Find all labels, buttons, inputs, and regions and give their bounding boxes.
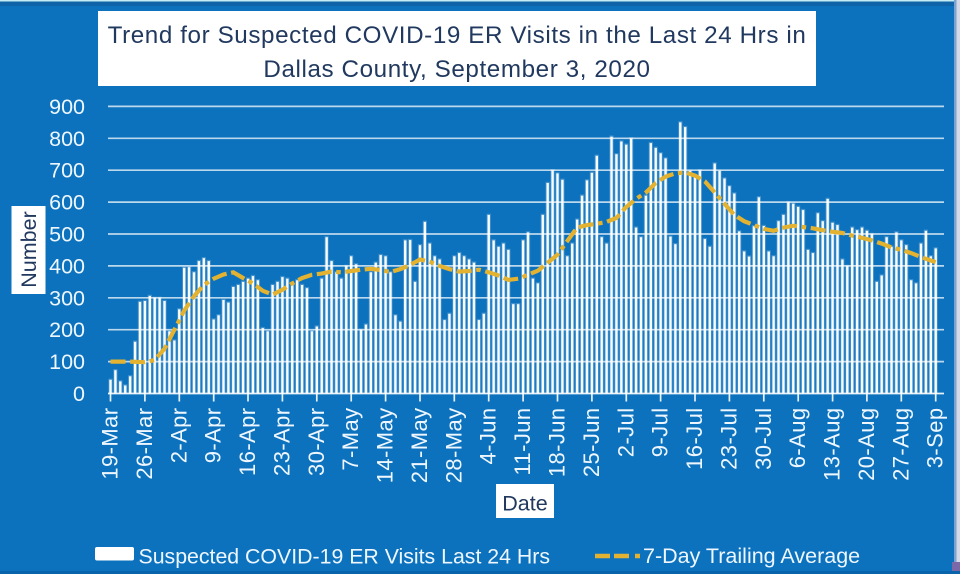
svg-text:3-Sep: 3-Sep <box>923 408 948 469</box>
svg-text:Number: Number <box>17 211 41 287</box>
svg-text:16-Apr: 16-Apr <box>235 408 260 476</box>
svg-text:Dallas County, September 3, 20: Dallas County, September 3, 2020 <box>263 56 650 83</box>
svg-text:400: 400 <box>49 254 85 278</box>
svg-text:9-Jul: 9-Jul <box>648 408 673 458</box>
svg-text:7-May: 7-May <box>338 408 363 471</box>
svg-text:700: 700 <box>49 159 85 183</box>
svg-text:900: 900 <box>49 95 85 119</box>
svg-text:600: 600 <box>49 191 85 215</box>
svg-text:30-Jul: 30-Jul <box>751 408 776 470</box>
svg-text:300: 300 <box>49 286 85 310</box>
svg-text:2-Apr: 2-Apr <box>166 408 191 464</box>
svg-text:18-Jun: 18-Jun <box>545 408 570 478</box>
svg-text:13-Aug: 13-Aug <box>820 408 845 481</box>
svg-text:7-Day Trailing Average: 7-Day Trailing Average <box>643 544 860 568</box>
svg-text:19-Mar: 19-Mar <box>98 408 123 480</box>
svg-text:25-Jun: 25-Jun <box>579 408 604 478</box>
svg-text:0: 0 <box>73 382 85 406</box>
svg-text:26-Mar: 26-Mar <box>132 408 157 480</box>
svg-text:28-May: 28-May <box>441 408 466 484</box>
svg-text:4-Jun: 4-Jun <box>476 408 501 465</box>
svg-text:11-Jun: 11-Jun <box>510 408 535 476</box>
svg-text:6-Aug: 6-Aug <box>785 408 810 469</box>
svg-text:23-Jul: 23-Jul <box>716 408 741 470</box>
svg-text:23-Apr: 23-Apr <box>269 408 294 476</box>
svg-text:27-Aug: 27-Aug <box>888 408 913 481</box>
svg-text:Date: Date <box>502 492 547 516</box>
svg-text:500: 500 <box>49 223 85 247</box>
svg-text:200: 200 <box>49 318 85 342</box>
svg-text:9-Apr: 9-Apr <box>201 408 226 464</box>
svg-text:20-Aug: 20-Aug <box>854 408 879 481</box>
svg-text:Suspected COVID-19 ER Visits L: Suspected COVID-19 ER Visits Last 24 Hrs <box>139 545 551 569</box>
svg-text:800: 800 <box>49 127 85 151</box>
svg-text:30-Apr: 30-Apr <box>304 408 329 476</box>
svg-text:Trend for Suspected COVID-19 E: Trend for Suspected COVID-19 ER Visits i… <box>108 22 807 49</box>
svg-text:21-May: 21-May <box>407 408 432 484</box>
svg-text:16-Jul: 16-Jul <box>682 408 707 470</box>
svg-text:14-May: 14-May <box>373 408 398 484</box>
svg-text:100: 100 <box>49 350 85 374</box>
svg-text:2-Jul: 2-Jul <box>613 408 638 458</box>
